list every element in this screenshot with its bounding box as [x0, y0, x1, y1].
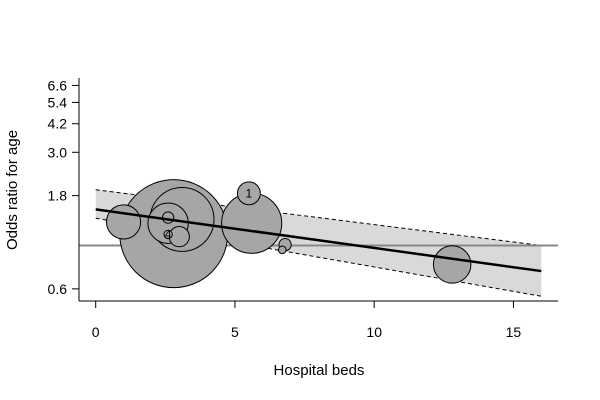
y-tick-label: 0.6 [48, 281, 68, 297]
regression-line-group [95, 208, 542, 273]
y-axis-title: Odds ratio for age [4, 130, 21, 250]
bubble-label: 4 [165, 227, 172, 241]
y-tick-label: 3.0 [48, 144, 68, 160]
y-tick-label: 4.2 [48, 116, 68, 132]
bubble-group: 14 [105, 179, 472, 289]
ci-lower-line [95, 217, 542, 297]
bubble [277, 245, 287, 255]
x-tick-label: 15 [506, 324, 522, 340]
bubble [161, 211, 175, 224]
ci-upper-line [95, 189, 542, 247]
y-tick-label: 6.6 [48, 77, 68, 93]
bubble [236, 181, 261, 206]
axes-group: 0.6 1.8 3.0 4.2 5.46.6 0 5 10 15 [48, 77, 558, 340]
y-tick-label: 1.8 [48, 188, 68, 204]
x-tick-label: 10 [366, 324, 382, 340]
bubble-label: 1 [246, 186, 253, 200]
y-tick-label: 5.4 [48, 94, 68, 110]
x-tick-label: 5 [231, 324, 239, 340]
x-tick-label: 0 [92, 324, 100, 340]
bubble [105, 204, 142, 240]
regression-line [95, 208, 542, 273]
bubble [432, 245, 472, 284]
bubble [163, 229, 173, 240]
x-axis-title: Hospital beds [274, 362, 365, 379]
